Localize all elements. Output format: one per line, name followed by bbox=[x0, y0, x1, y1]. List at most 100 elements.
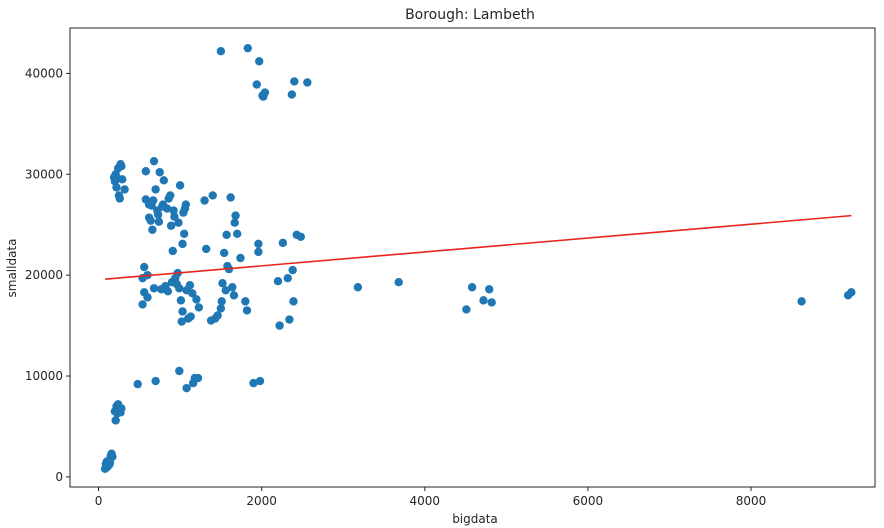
x-tick-label: 4000 bbox=[410, 494, 441, 508]
data-point bbox=[151, 376, 160, 386]
data-point bbox=[216, 47, 226, 56]
data-point bbox=[487, 298, 496, 307]
x-axis: 0 2000 4000 6000 8000 bbox=[95, 487, 767, 508]
x-tick-label: 8000 bbox=[736, 494, 767, 508]
data-point bbox=[479, 296, 488, 305]
x-axis-label: bigdata bbox=[452, 512, 498, 526]
data-point bbox=[141, 167, 151, 176]
data-point bbox=[219, 248, 229, 258]
data-point bbox=[112, 183, 121, 192]
data-point bbox=[252, 80, 261, 89]
data-point bbox=[148, 225, 157, 234]
data-point bbox=[120, 185, 129, 194]
data-point bbox=[166, 191, 175, 200]
data-point bbox=[149, 156, 159, 166]
x-tick-label: 0 bbox=[95, 494, 103, 508]
data-point bbox=[216, 304, 226, 313]
data-point bbox=[275, 321, 284, 330]
data-point bbox=[175, 284, 184, 293]
data-point bbox=[111, 416, 120, 425]
data-point bbox=[296, 232, 306, 242]
data-point bbox=[221, 286, 230, 295]
data-point bbox=[259, 92, 268, 101]
data-point bbox=[178, 239, 187, 249]
x-tick-label: 6000 bbox=[573, 494, 604, 508]
data-point bbox=[254, 239, 263, 249]
data-point bbox=[182, 383, 191, 393]
data-point bbox=[232, 229, 242, 238]
data-point bbox=[143, 293, 152, 302]
data-point bbox=[175, 366, 184, 376]
data-point bbox=[228, 283, 237, 292]
data-point bbox=[154, 217, 164, 226]
data-point bbox=[847, 288, 856, 297]
data-point bbox=[230, 218, 239, 227]
data-point bbox=[213, 311, 222, 320]
data-point bbox=[208, 191, 217, 200]
data-point bbox=[117, 175, 127, 184]
data-point bbox=[353, 283, 363, 292]
data-point bbox=[254, 247, 263, 257]
data-point bbox=[176, 296, 186, 305]
data-point bbox=[194, 303, 204, 312]
data-point bbox=[226, 193, 235, 202]
data-point bbox=[179, 229, 189, 238]
chart-title: Borough: Lambeth bbox=[405, 7, 535, 23]
data-point bbox=[186, 312, 195, 321]
x-tick-label: 2000 bbox=[246, 494, 277, 508]
data-point bbox=[166, 221, 176, 230]
data-point bbox=[146, 216, 155, 225]
data-point bbox=[170, 212, 179, 221]
data-point bbox=[278, 238, 288, 248]
data-point bbox=[168, 246, 177, 256]
data-point bbox=[200, 196, 209, 205]
data-point bbox=[290, 77, 299, 86]
data-point bbox=[255, 376, 265, 386]
data-point bbox=[288, 265, 297, 275]
data-point bbox=[192, 295, 201, 304]
data-point bbox=[151, 185, 160, 194]
plot-frame bbox=[69, 27, 876, 488]
data-point bbox=[218, 279, 227, 288]
data-point bbox=[178, 307, 187, 316]
data-point bbox=[255, 57, 264, 66]
data-point bbox=[163, 287, 173, 296]
data-point bbox=[287, 90, 297, 99]
data-point bbox=[273, 277, 283, 286]
data-point bbox=[217, 297, 226, 306]
data-point bbox=[289, 297, 298, 306]
data-point bbox=[153, 210, 163, 219]
data-point bbox=[462, 305, 471, 314]
y-tick-label: 30000 bbox=[25, 167, 63, 181]
data-point bbox=[115, 194, 124, 203]
data-point bbox=[242, 306, 252, 315]
data-point bbox=[243, 43, 253, 53]
data-point bbox=[229, 291, 239, 300]
y-axis-label: smalldata bbox=[5, 239, 19, 298]
data-point bbox=[155, 168, 164, 177]
y-axis: 0 10000 20000 30000 40000 bbox=[25, 66, 70, 484]
data-point bbox=[108, 452, 117, 461]
data-point bbox=[303, 78, 312, 87]
data-point bbox=[188, 289, 197, 298]
trend-line bbox=[105, 214, 852, 280]
y-tick-label: 0 bbox=[55, 470, 63, 484]
data-point bbox=[117, 162, 126, 171]
data-point bbox=[249, 378, 258, 388]
data-point bbox=[159, 176, 168, 185]
data-point bbox=[148, 196, 158, 205]
data-point bbox=[241, 297, 250, 306]
data-point bbox=[394, 278, 403, 287]
data-point bbox=[181, 200, 191, 209]
plot-area bbox=[100, 43, 856, 474]
data-point bbox=[117, 404, 126, 413]
data-point bbox=[138, 300, 147, 309]
data-point bbox=[177, 317, 186, 326]
data-point bbox=[285, 315, 294, 324]
data-point bbox=[174, 218, 183, 227]
data-point bbox=[149, 284, 159, 293]
data-point bbox=[467, 283, 477, 292]
data-point bbox=[485, 285, 494, 294]
y-tick-label: 10000 bbox=[25, 369, 63, 383]
y-tick-label: 40000 bbox=[25, 66, 63, 80]
